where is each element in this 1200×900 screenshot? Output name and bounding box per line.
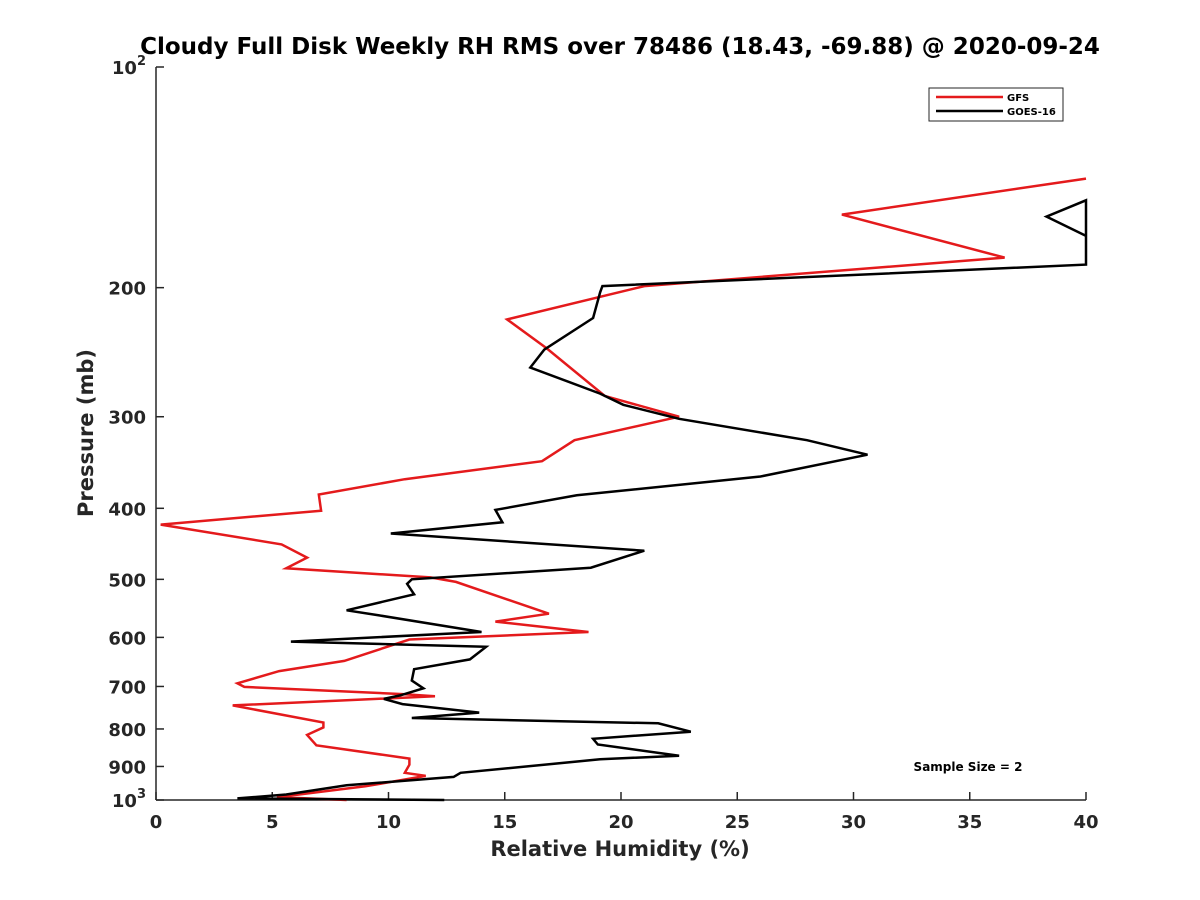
sample-size-annotation: Sample Size = 2 (914, 760, 1023, 774)
y-tick-label: 102 (112, 54, 146, 79)
chart-title: Cloudy Full Disk Weekly RH RMS over 7848… (140, 34, 1100, 60)
y-tick-label-base: 200 (108, 279, 146, 300)
y-tick-label: 300 (108, 408, 146, 429)
y-tick-label: 500 (108, 570, 146, 591)
y-tick-label-base: 600 (108, 628, 146, 649)
x-tick-label: 20 (608, 812, 633, 833)
y-tick-label-exponent: 2 (137, 54, 146, 69)
x-tick-label: 15 (492, 812, 517, 833)
x-tick-label: 40 (1073, 812, 1098, 833)
series-line-goes-16 (237, 198, 1088, 802)
legend-box (928, 87, 1064, 122)
y-tick-label: 800 (108, 720, 146, 741)
y-tick-label: 200 (108, 279, 146, 300)
y-tick-label-exponent: 3 (137, 787, 146, 802)
y-tick-label-base: 900 (108, 757, 146, 778)
y-tick-label: 103 (112, 787, 146, 812)
y-tick-label: 600 (108, 628, 146, 649)
y-tick-label-base: 400 (108, 499, 146, 520)
x-tick-label: 5 (266, 812, 279, 833)
x-tick-label: 0 (150, 812, 163, 833)
x-tick-label: 30 (841, 812, 866, 833)
y-tick-label-base: 300 (108, 408, 146, 429)
x-tick-label: 25 (725, 812, 750, 833)
legend: GFS GOES-16 (928, 87, 1064, 122)
y-tick-label: 700 (108, 677, 146, 698)
series-line-gfs (160, 177, 1087, 802)
legend-label-gfs: GFS (1007, 93, 1029, 104)
y-axis-label: Pressure (mb) (74, 349, 98, 517)
y-tick-label-base: 700 (108, 677, 146, 698)
y-tick-label-base: 10 (112, 791, 137, 812)
x-tick-label: 10 (376, 812, 401, 833)
y-tick-label: 900 (108, 757, 146, 778)
y-tick-label-base: 10 (112, 58, 137, 79)
y-tick-label-base: 500 (108, 570, 146, 591)
y-tick-label-base: 800 (108, 720, 146, 741)
y-tick-label: 400 (108, 499, 146, 520)
x-axis-label: Relative Humidity (%) (490, 837, 749, 861)
legend-label-goes-16: GOES-16 (1007, 107, 1056, 118)
x-tick-label: 35 (957, 812, 982, 833)
plot-series (160, 177, 1088, 802)
